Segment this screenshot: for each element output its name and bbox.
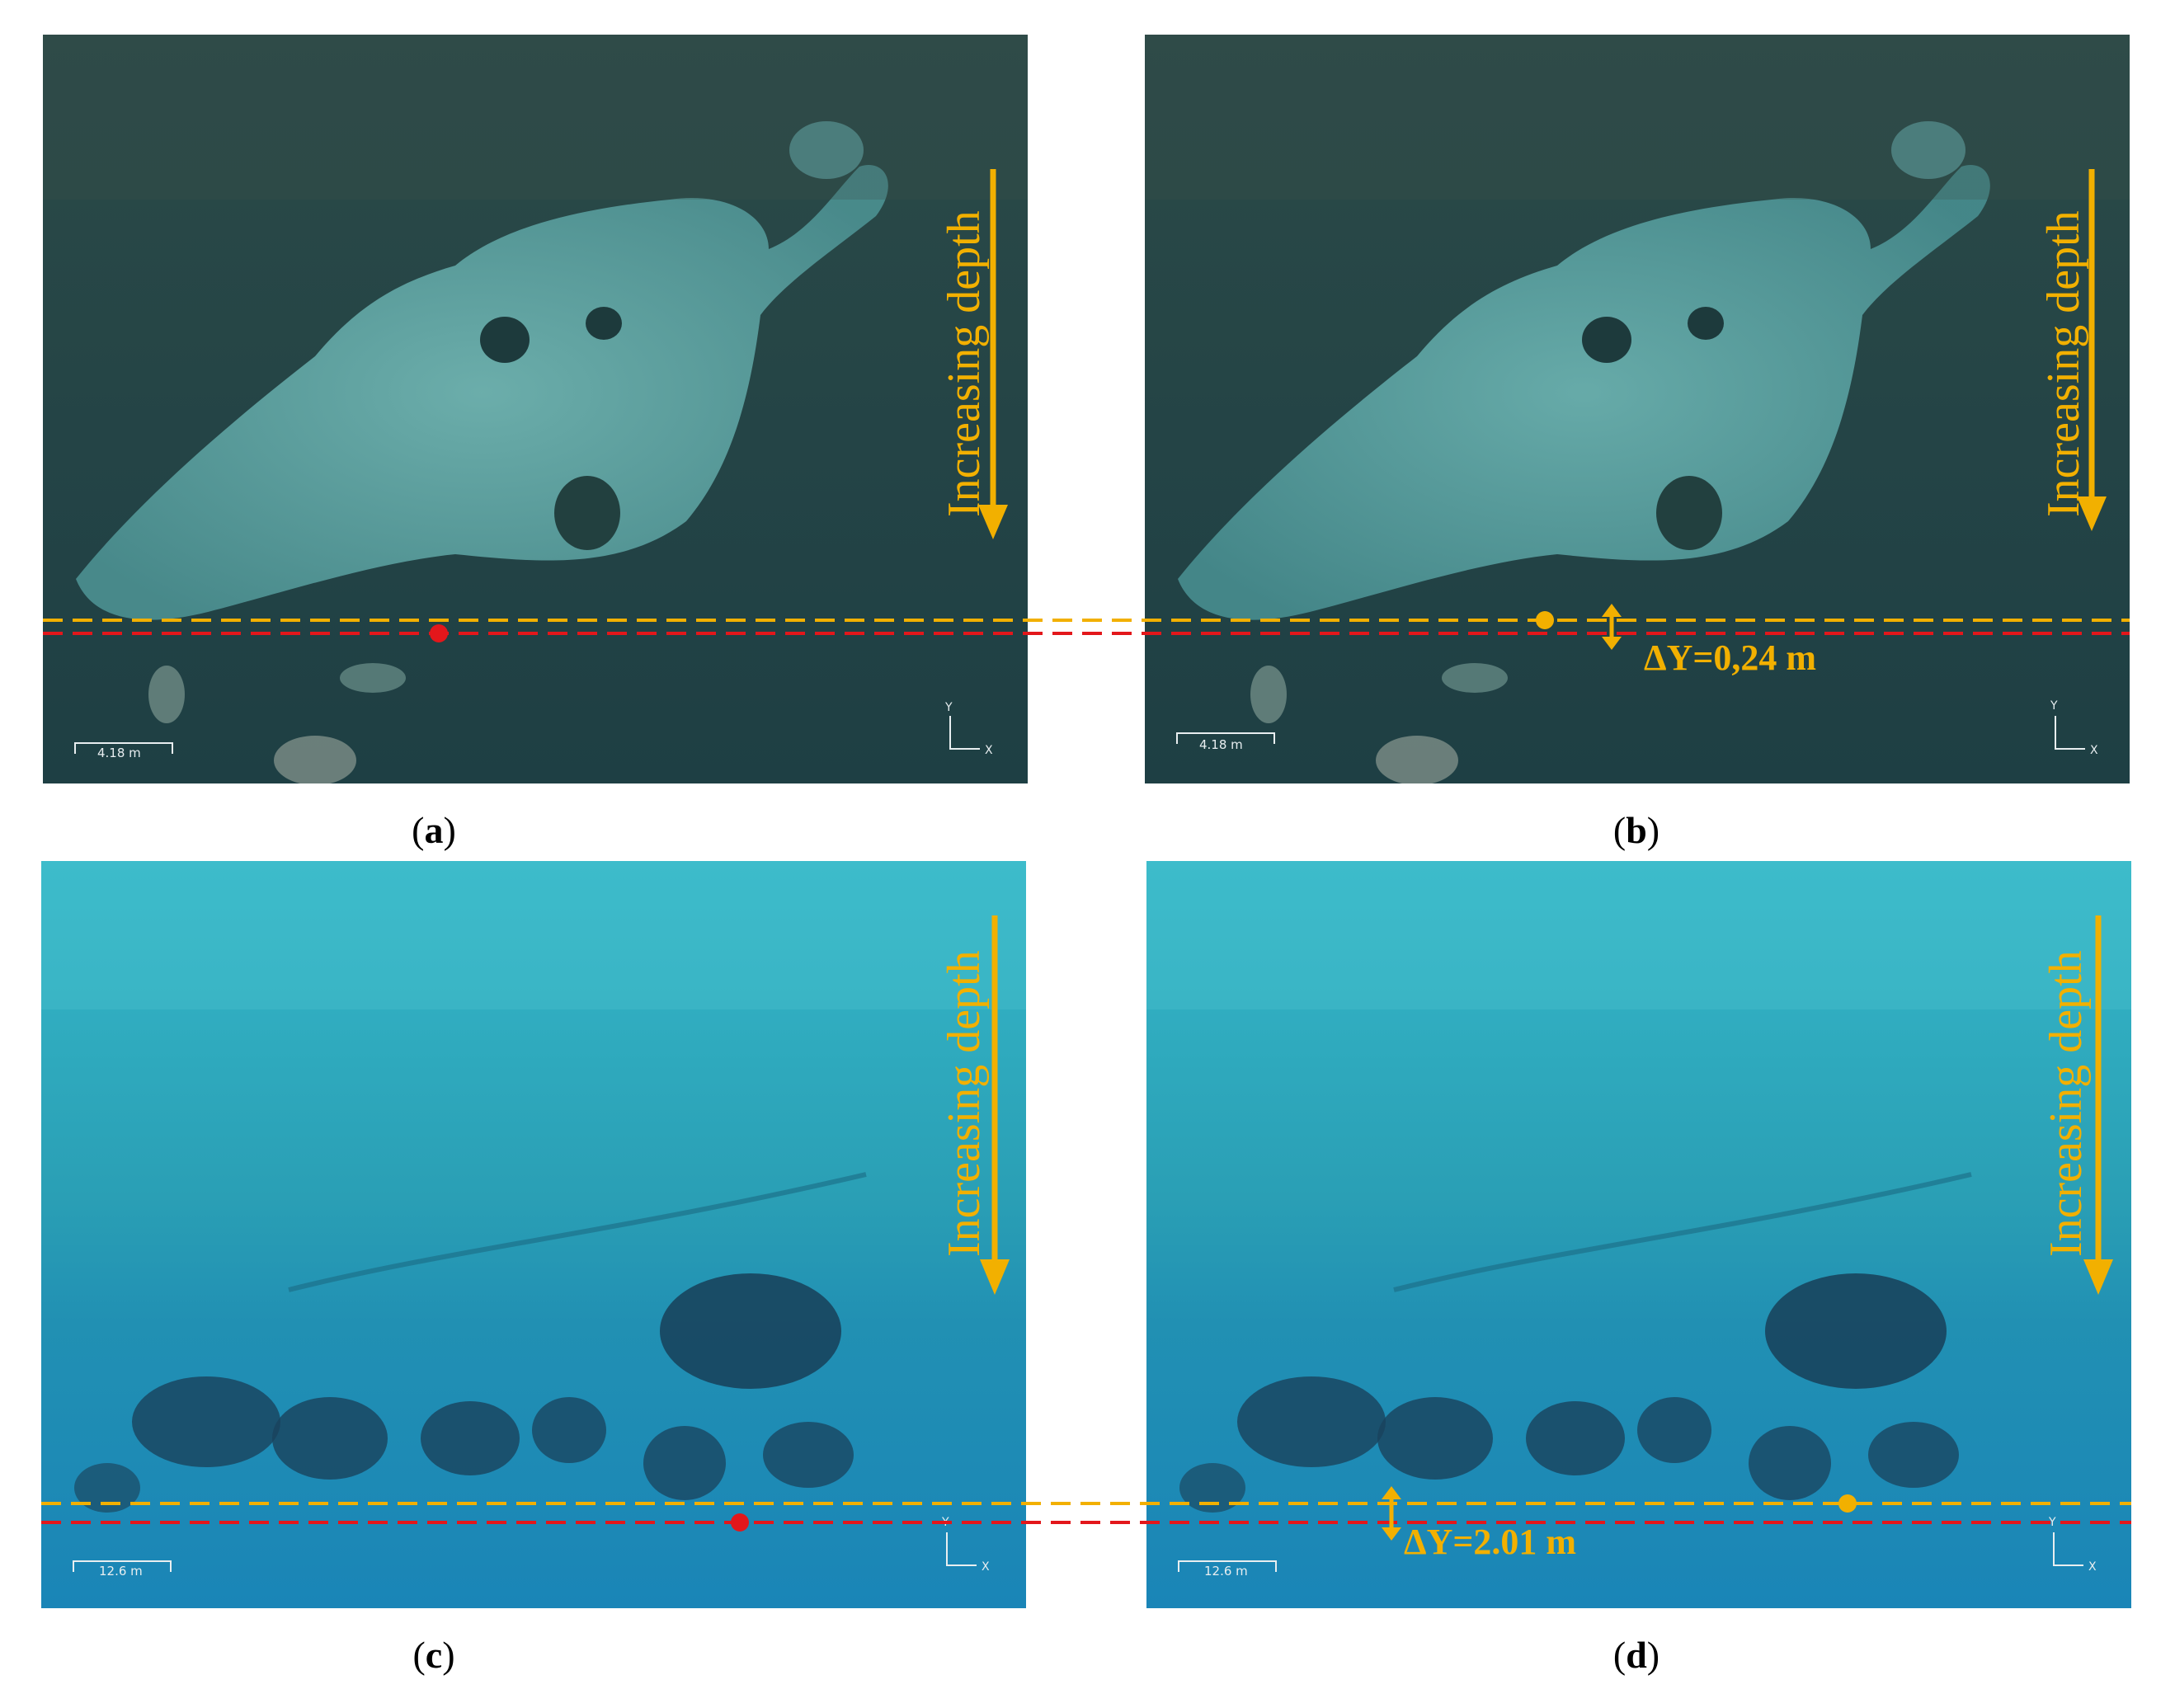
axis-x-label: X bbox=[982, 1560, 990, 1574]
seabed-photo-a bbox=[43, 35, 1028, 783]
light-rock-patch bbox=[76, 165, 888, 620]
caption-letter: d bbox=[1626, 1634, 1647, 1676]
axis-y-label: Y bbox=[2049, 1516, 2056, 1529]
seabed-photo-d bbox=[1146, 861, 2131, 1608]
scale-bar-label: 12.6 m bbox=[99, 1564, 143, 1579]
scale-bar bbox=[1178, 1560, 1277, 1572]
axis-y-label: Y bbox=[2050, 699, 2058, 713]
seabed-photo-c bbox=[41, 861, 1026, 1608]
axis-x-label: X bbox=[2088, 1560, 2097, 1574]
caption-letter: a bbox=[424, 809, 444, 851]
xy-axis-icon bbox=[946, 1532, 977, 1566]
panel-c-image: Increasing depth 12.6 m Y X bbox=[41, 861, 1026, 1608]
axis-x-label: X bbox=[2090, 744, 2098, 757]
caption-d: (d) bbox=[1612, 1634, 1660, 1676]
scale-bar bbox=[73, 1560, 172, 1572]
axis-y-label: Y bbox=[945, 701, 953, 714]
caption-a: (a) bbox=[412, 809, 456, 851]
caption-letter: b bbox=[1626, 809, 1647, 851]
scale-bar-label: 12.6 m bbox=[1204, 1564, 1248, 1579]
delta-y-label: ΔY=2.01 m bbox=[1404, 1522, 1577, 1562]
scale-bar bbox=[74, 742, 173, 754]
dark-seagrass-patch bbox=[660, 1273, 841, 1389]
caption-letter: c bbox=[425, 1634, 443, 1676]
xy-axis-icon bbox=[2053, 1532, 2083, 1566]
depth-label: Increasing depth bbox=[939, 210, 990, 517]
dark-seagrass-patch bbox=[1765, 1273, 1947, 1389]
light-rock-patch bbox=[1178, 165, 1990, 620]
depth-label: Increasing depth bbox=[939, 950, 990, 1257]
scale-bar-label: 4.18 m bbox=[97, 746, 141, 760]
scale-bar-label: 4.18 m bbox=[1199, 737, 1243, 752]
scale-bar bbox=[1176, 732, 1275, 744]
panel-d-image: Increasing depth 12.6 m Y X ΔY=2.01 m bbox=[1146, 861, 2131, 1608]
delta-y-label: ΔY=0,24 m bbox=[1644, 638, 1817, 678]
xy-axis-icon bbox=[2055, 716, 2085, 750]
seabed-photo-b bbox=[1145, 35, 2130, 783]
xy-axis-icon bbox=[949, 716, 980, 750]
caption-c: (c) bbox=[412, 1634, 455, 1676]
axis-x-label: X bbox=[985, 744, 993, 757]
panel-a-image: Increasing depth 4.18 m Y X bbox=[43, 35, 1028, 783]
depth-label: Increasing depth bbox=[2041, 950, 2092, 1257]
depth-label: Increasing depth bbox=[2038, 210, 2089, 517]
axis-y-label: Y bbox=[942, 1516, 949, 1529]
panel-b-image: Increasing depth 4.18 m Y X ΔY=0,24 m bbox=[1145, 35, 2130, 783]
caption-b: (b) bbox=[1612, 809, 1660, 851]
